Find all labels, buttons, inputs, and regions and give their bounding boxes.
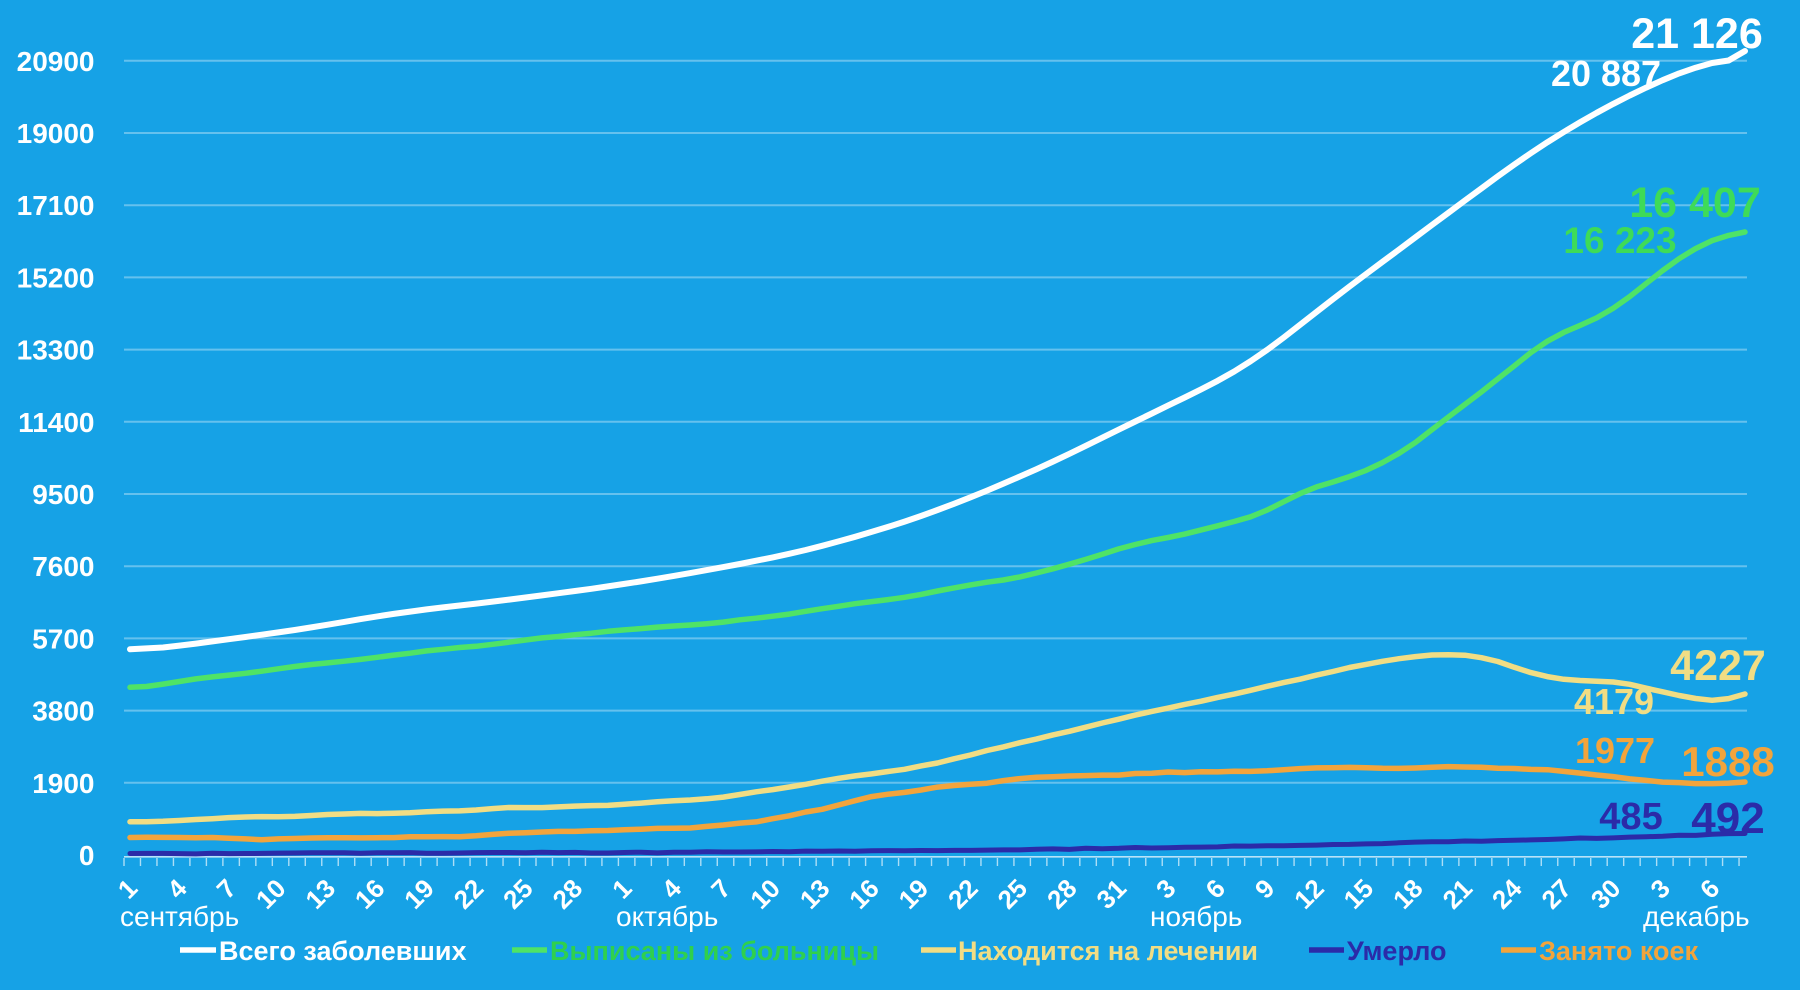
svg-text:Выписаны из больницы: Выписаны из больницы [550, 936, 879, 966]
svg-text:октябрь: октябрь [616, 901, 718, 932]
svg-text:Находится на лечении: Находится на лечении [958, 936, 1258, 966]
svg-text:0: 0 [79, 840, 95, 871]
svg-text:декабрь: декабрь [1643, 901, 1750, 932]
svg-text:4179: 4179 [1574, 681, 1654, 722]
svg-text:1900: 1900 [32, 768, 94, 799]
svg-text:485: 485 [1599, 796, 1662, 838]
svg-text:сентябрь: сентябрь [120, 901, 239, 932]
svg-text:1977: 1977 [1575, 730, 1655, 771]
svg-text:17100: 17100 [17, 190, 95, 221]
svg-text:16 407: 16 407 [1629, 179, 1761, 227]
svg-text:16 223: 16 223 [1563, 220, 1676, 261]
svg-text:5700: 5700 [32, 623, 94, 654]
svg-text:15200: 15200 [17, 262, 95, 293]
svg-text:3800: 3800 [32, 696, 94, 727]
svg-text:19000: 19000 [17, 118, 95, 149]
svg-text:ноябрь: ноябрь [1150, 901, 1242, 932]
svg-text:Занято коек: Занято коек [1539, 936, 1699, 966]
svg-text:Умерло: Умерло [1347, 936, 1447, 966]
svg-text:9500: 9500 [32, 479, 94, 510]
svg-text:4227: 4227 [1670, 642, 1766, 690]
svg-text:7600: 7600 [32, 551, 94, 582]
svg-text:492: 492 [1691, 794, 1764, 843]
svg-text:21 126: 21 126 [1631, 10, 1763, 58]
svg-text:13300: 13300 [17, 335, 95, 366]
svg-text:20 887: 20 887 [1551, 53, 1661, 94]
svg-text:Всего заболевших: Всего заболевших [219, 936, 467, 966]
svg-text:1888: 1888 [1681, 738, 1774, 785]
svg-text:11400: 11400 [18, 407, 94, 438]
svg-text:20900: 20900 [17, 46, 95, 77]
